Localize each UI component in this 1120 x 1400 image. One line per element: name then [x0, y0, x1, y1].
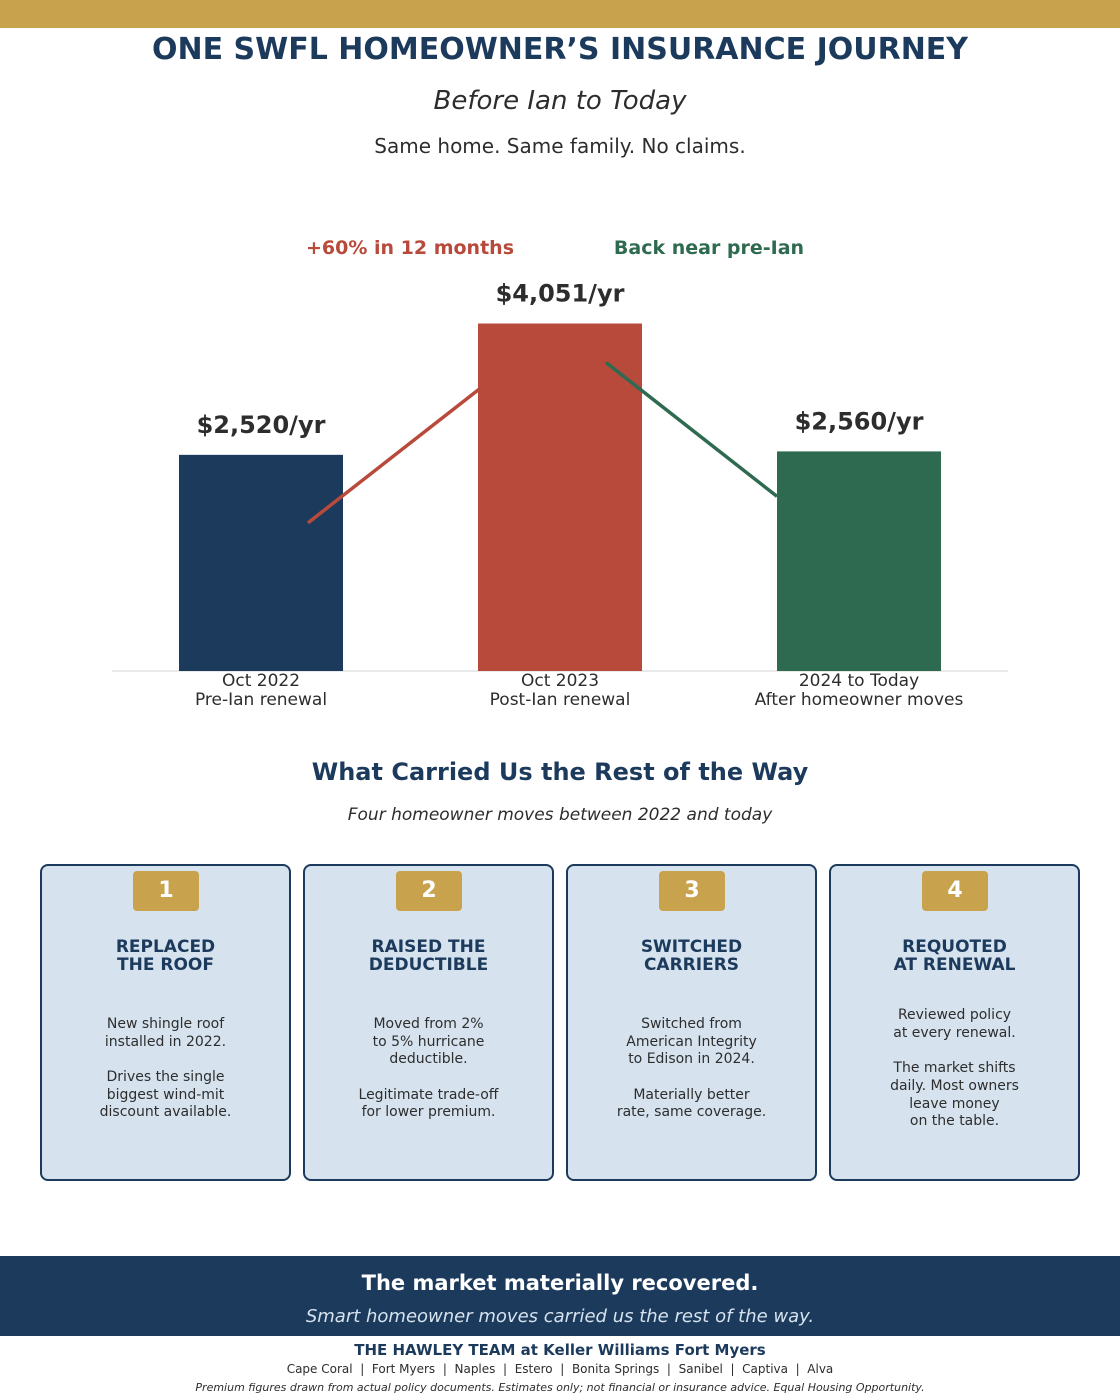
trend-down: [604, 361, 779, 498]
paragraph: Drives the single biggest wind-mit discoun…: [42, 1069, 289, 1122]
paragraph: Switched from American Integrity to Edison…: [568, 1016, 815, 1069]
section-title: What Carried Us the Rest of the Way: [311, 758, 809, 786]
footer-headline: The market materially recovered.: [361, 1271, 759, 1295]
step-number: 1: [133, 871, 199, 911]
move-title: REPLACED THE ROOF: [42, 938, 289, 974]
move-title: RAISED THE DEDUCTIBLE: [305, 938, 552, 974]
body-line: American Integrity: [626, 1033, 757, 1050]
tagline: Same home. Same family. No claims.: [374, 134, 746, 158]
body-line: Moved from 2%: [373, 1015, 484, 1032]
body-line: at every renewal.: [893, 1024, 1016, 1041]
move-title: SWITCHED CARRIERS: [568, 938, 815, 974]
step-number: 3: [659, 871, 725, 911]
body-line: biggest wind-mit: [106, 1086, 225, 1103]
value-label: $2,520/yr: [197, 411, 326, 439]
body-line: rate, same coverage.: [616, 1104, 767, 1121]
body-line: on the table.: [909, 1113, 1000, 1130]
body-line: Drives the single: [106, 1068, 225, 1085]
body-line: to 5% hurricane: [372, 1033, 485, 1050]
paragraph: Materially better rate, same coverage.: [568, 1087, 815, 1122]
x-tick-note: Post-Ian renewal: [490, 690, 631, 710]
body-line: Switched from: [641, 1015, 742, 1032]
title-line: REQUOTED: [902, 937, 1007, 957]
title-line: SWITCHED: [640, 937, 743, 957]
step-number: 2: [396, 871, 462, 911]
bar: [478, 323, 642, 671]
title-line: CARRIERS: [643, 955, 740, 975]
subtitle: Before Ian to Today: [433, 86, 687, 116]
x-tick-label: Oct 2022: [222, 671, 300, 691]
body-line: installed in 2022.: [104, 1033, 227, 1050]
move-card: 2 RAISED THE DEDUCTIBLE Moved from 2% to 5% …: [303, 864, 554, 1181]
body-line: for lower premium.: [361, 1104, 496, 1121]
locations: Cape Coral | Fort Myers | Naples | Ester…: [286, 1362, 834, 1376]
move-title: REQUOTED AT RENEWAL: [831, 938, 1078, 974]
team: THE HAWLEY TEAM at Keller Williams Fort …: [354, 1341, 766, 1359]
title-line: RAISED THE: [371, 937, 486, 957]
move-body: Moved from 2% to 5% hurricane deductible. L…: [305, 986, 552, 1152]
disclaimer: Premium figures drawn from actual policy…: [195, 1381, 925, 1394]
body-line: Materially better: [633, 1086, 750, 1103]
move-card: 3 SWITCHED CARRIERS Switched from American I…: [566, 864, 817, 1181]
title-line: REPLACED: [115, 937, 216, 957]
title-line: AT RENEWAL: [893, 955, 1016, 975]
paragraph: The market shifts daily. Most owners leave…: [831, 1060, 1078, 1131]
paragraph: Moved from 2% to 5% hurricane deductible.: [305, 1016, 552, 1069]
paragraph: Legitimate trade-off for lower premium.: [305, 1087, 552, 1122]
top-band: [0, 0, 1120, 28]
paragraph: Reviewed policy at every renewal.: [831, 1007, 1078, 1042]
value-label: $4,051/yr: [496, 280, 625, 308]
body-line: The market shifts: [893, 1060, 1016, 1077]
move-body: Reviewed policy at every renewal. The mark…: [831, 986, 1078, 1152]
section-subtitle: Four homeowner moves between 2022 and to…: [347, 805, 773, 825]
body-line: leave money: [909, 1095, 1000, 1112]
body-line: New shingle roof: [106, 1015, 225, 1032]
paragraph: New shingle roof installed in 2022.: [42, 1016, 289, 1051]
move-body: New shingle roof installed in 2022. Drives…: [42, 986, 289, 1152]
title-line: THE ROOF: [117, 955, 214, 975]
trend-up: [306, 387, 482, 525]
x-tick-label: Oct 2023: [521, 671, 599, 691]
bar: [179, 454, 343, 671]
annotation: +60% in 12 months: [306, 237, 514, 259]
x-tick-label: 2024 to Today: [799, 671, 919, 691]
body-line: to Edison in 2024.: [628, 1051, 755, 1068]
value-label: $2,560/yr: [795, 407, 924, 435]
body-line: deductible.: [389, 1051, 468, 1068]
body-line: discount available.: [99, 1104, 232, 1121]
body-line: daily. Most owners: [890, 1077, 1019, 1094]
footer-subline: Smart homeowner moves carried us the res…: [305, 1306, 815, 1327]
move-body: Switched from American Integrity to Edison…: [568, 986, 815, 1152]
title: ONE SWFL HOMEOWNER’S INSURANCE JOURNEY: [151, 32, 969, 67]
x-tick-note: Pre-Ian renewal: [195, 690, 327, 710]
body-line: Legitimate trade-off: [358, 1086, 499, 1103]
move-card: 1 REPLACED THE ROOF New shingle roof install…: [40, 864, 291, 1181]
x-tick-note: After homeowner moves: [755, 690, 964, 710]
body-line: Reviewed policy: [897, 1007, 1012, 1024]
step-number: 4: [922, 871, 988, 911]
footer-band: [0, 1256, 1120, 1336]
move-card: 4 REQUOTED AT RENEWAL Reviewed policy at eve…: [829, 864, 1080, 1181]
bar: [777, 451, 941, 671]
annotation: Back near pre-Ian: [614, 237, 804, 259]
title-line: DEDUCTIBLE: [368, 955, 489, 975]
